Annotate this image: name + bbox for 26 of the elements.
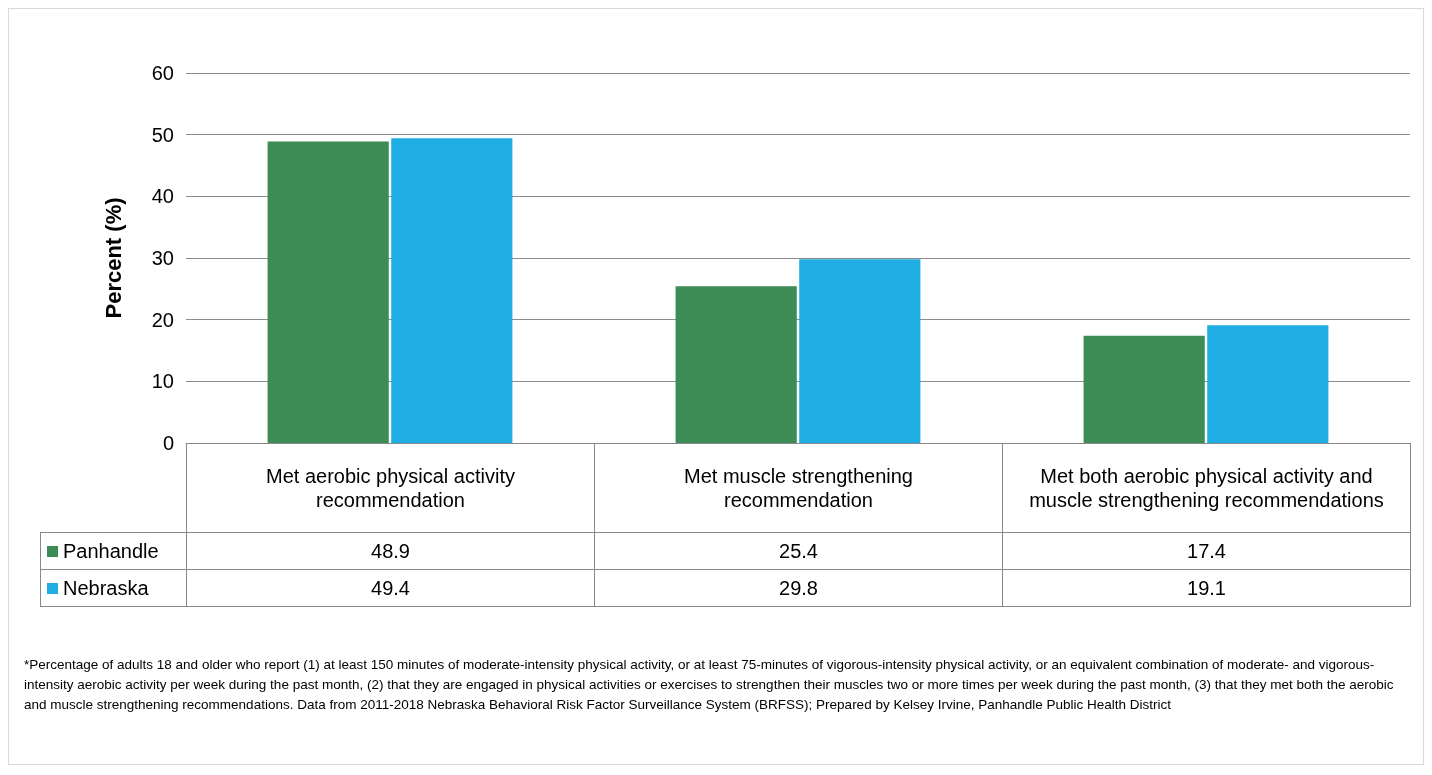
y-tick-label: 40 — [151, 185, 174, 208]
data-label: 25.4 — [594, 532, 1003, 570]
data-label: 49.4 — [186, 569, 595, 607]
bar — [267, 141, 389, 443]
text: *Percentage of adults 18 and older who report (1) at least 150 minutes of moderate-intensity physical activity, or at least 75-minutes of vigorous-intensity physical activity, or an equivalent combination of moderate- and vigorous-intensity aerobic activity per week during the past month, (2) that they are engaged in physical activities or exercises to strengthen their muscles two or more times per week during the past month, (3) that they met both the aerobic and muscle strengthening recommendations. Data from 2011-2018 Nebraska Behavioral Risk Factor Surveillance System (BRFSS); Prepared by Kelsey Irvine, Panhandle Public Health District — [24, 656, 1395, 714]
legend-label: Panhandle — [63, 539, 159, 563]
x-tick-label: Met both aerobic physical activity and muscle strengthening recommendations — [1002, 443, 1411, 533]
x-tick-label: Met aerobic physical activity recommendation — [186, 443, 595, 533]
x-tick-label: Met muscle strengthening recommendation — [594, 443, 1003, 533]
bar — [799, 259, 921, 443]
y-axis-title: Percent (%) — [100, 197, 126, 319]
bar — [1207, 325, 1329, 443]
y-tick-label: 60 — [151, 62, 174, 84]
y-tick-label: 50 — [151, 123, 174, 146]
data-label: 29.8 — [594, 569, 1003, 607]
y-tick-label: 30 — [151, 247, 174, 269]
y-tick-label: 0 — [162, 432, 174, 454]
y-tick-label: 20 — [151, 308, 174, 331]
legend-label: Nebraska — [63, 576, 149, 600]
bar — [675, 286, 797, 443]
data-label: 17.4 — [1002, 532, 1411, 570]
bar — [1083, 335, 1205, 443]
data-label: 19.1 — [1002, 569, 1411, 607]
bar — [391, 138, 513, 443]
data-label: 48.9 — [186, 532, 595, 570]
y-tick-label: 10 — [151, 370, 174, 393]
